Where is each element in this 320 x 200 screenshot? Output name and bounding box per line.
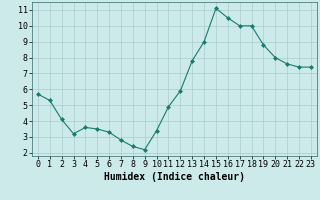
X-axis label: Humidex (Indice chaleur): Humidex (Indice chaleur) xyxy=(104,172,245,182)
